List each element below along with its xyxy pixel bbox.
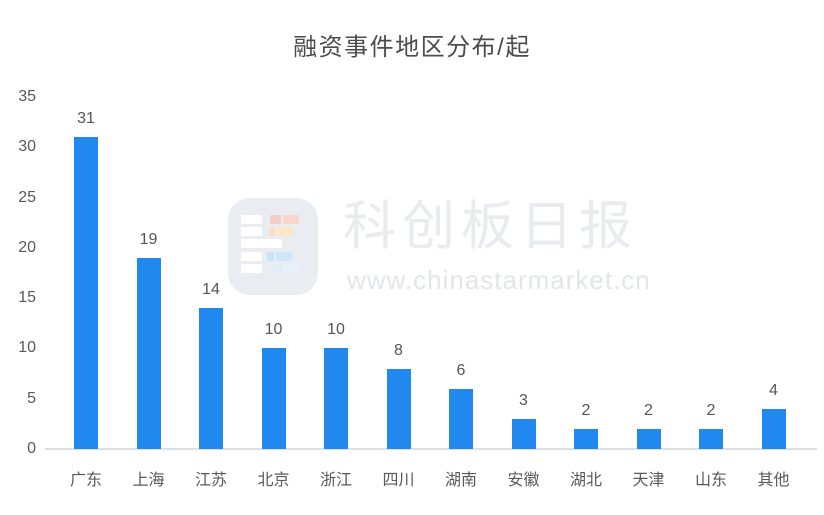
bar-value-label: 2 <box>644 401 653 419</box>
y-axis-tick-label: 0 <box>27 440 36 457</box>
x-axis-label: 安徽 <box>507 472 540 489</box>
x-axis-label: 山东 <box>694 472 727 489</box>
x-axis-line <box>45 448 817 450</box>
bar-value-label: 3 <box>519 391 528 409</box>
x-axis-label: 浙江 <box>319 472 352 489</box>
x-axis-label: 四川 <box>382 472 415 489</box>
bar <box>261 348 286 449</box>
bar <box>761 408 786 449</box>
y-axis-tick-label: 25 <box>18 188 36 206</box>
y-axis-tick-label: 15 <box>18 289 36 307</box>
bar <box>449 388 473 449</box>
bar-value-label: 31 <box>77 110 95 128</box>
bar <box>324 348 348 449</box>
x-axis-label: 北京 <box>257 472 290 489</box>
x-axis-label: 广东 <box>69 472 102 489</box>
bar <box>136 257 161 449</box>
bar-value-label: 19 <box>139 230 158 248</box>
bar <box>74 137 98 449</box>
bar-value-label: 8 <box>394 341 403 359</box>
x-axis-label: 天津 <box>632 472 665 489</box>
x-axis-label: 湖北 <box>569 472 602 489</box>
y-axis-tick-label: 10 <box>18 339 36 357</box>
bar-value-label: 4 <box>769 381 778 399</box>
bar-value-label: 10 <box>327 321 345 339</box>
y-axis-tick-label: 5 <box>27 389 36 407</box>
x-axis-label: 湖南 <box>444 472 477 489</box>
bar-value-label: 14 <box>202 281 220 299</box>
y-axis-tick-label: 30 <box>18 138 36 156</box>
bar-value-label: 10 <box>264 321 283 339</box>
bar-value-label: 2 <box>581 401 591 419</box>
bar-value-label: 2 <box>706 401 716 419</box>
y-axis-tick-label: 20 <box>18 238 36 256</box>
x-axis-label: 上海 <box>132 472 165 489</box>
bar <box>199 308 223 449</box>
bar <box>699 428 723 449</box>
bar <box>511 418 536 449</box>
x-axis-label: 其他 <box>757 472 790 489</box>
bar-value-label: 6 <box>456 361 466 379</box>
x-axis-label: 江苏 <box>194 472 227 489</box>
bar <box>636 428 661 449</box>
chart-title: 融资事件地区分布/起 <box>293 34 531 61</box>
bar <box>574 428 598 449</box>
y-axis-tick-label: 35 <box>18 88 36 105</box>
bar <box>386 368 411 449</box>
